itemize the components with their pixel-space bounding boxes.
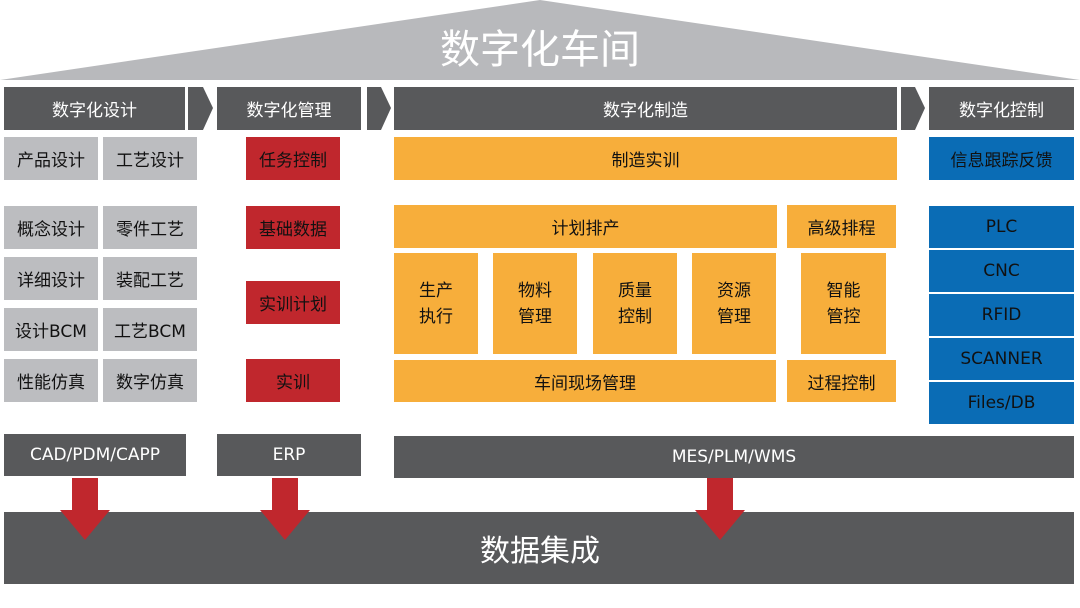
management-item: 基础数据 xyxy=(246,206,340,249)
shopfloor-management: 车间现场管理 xyxy=(394,360,776,402)
design-item: 性能仿真 xyxy=(4,359,98,402)
management-item: 实训计划 xyxy=(246,281,340,324)
control-item: PLC xyxy=(929,206,1074,248)
design-item: 详细设计 xyxy=(4,257,98,300)
header-design: 数字化设计 xyxy=(4,87,185,130)
management-item: 任务控制 xyxy=(246,137,340,180)
page-title: 数字化车间 xyxy=(440,26,640,73)
module-quality: 质量 控制 xyxy=(593,253,677,354)
arrow-down-2 xyxy=(260,478,310,540)
data-integration-label: 数据集成 xyxy=(480,534,600,569)
planning-scheduling: 计划排产 xyxy=(394,205,777,248)
management-item: 实训 xyxy=(246,359,340,402)
arrow-right-2 xyxy=(367,87,391,130)
design-item: 工艺设计 xyxy=(103,137,197,180)
module-smart-control: 智能 管控 xyxy=(801,253,886,354)
design-item: 产品设计 xyxy=(4,137,98,180)
advanced-scheduling: 高级排程 xyxy=(787,205,896,248)
control-item: RFID xyxy=(929,294,1074,336)
header-management: 数字化管理 xyxy=(217,87,361,130)
roof xyxy=(0,0,1080,80)
control-item: Files/DB xyxy=(929,382,1074,424)
design-item: 装配工艺 xyxy=(103,257,197,300)
header-control: 数字化控制 xyxy=(929,87,1074,130)
control-item: SCANNER xyxy=(929,338,1074,380)
system-erp: ERP xyxy=(217,434,361,476)
arrow-down-3 xyxy=(695,478,745,540)
header-manufacturing: 数字化制造 xyxy=(394,87,897,130)
data-integration-bar xyxy=(4,512,1074,584)
control-item: CNC xyxy=(929,250,1074,292)
system-cad-pdm-capp: CAD/PDM/CAPP xyxy=(4,434,186,476)
design-item: 工艺BCM xyxy=(103,308,197,351)
design-item: 零件工艺 xyxy=(103,206,197,249)
info-tracking-feedback: 信息跟踪反馈 xyxy=(929,137,1074,180)
system-mes-plm-wms: MES/PLM/WMS xyxy=(394,436,1074,478)
process-control: 过程控制 xyxy=(787,360,896,402)
module-production: 生产 执行 xyxy=(394,253,478,354)
arrow-right-1 xyxy=(188,87,213,130)
module-material: 物料 管理 xyxy=(493,253,577,354)
manufacturing-training: 制造实训 xyxy=(394,137,897,180)
module-resource: 资源 管理 xyxy=(692,253,776,354)
arrow-down-1 xyxy=(60,478,110,540)
design-item: 设计BCM xyxy=(4,308,98,351)
arrow-right-3 xyxy=(901,87,925,130)
design-item: 概念设计 xyxy=(4,206,98,249)
design-item: 数字仿真 xyxy=(103,359,197,402)
